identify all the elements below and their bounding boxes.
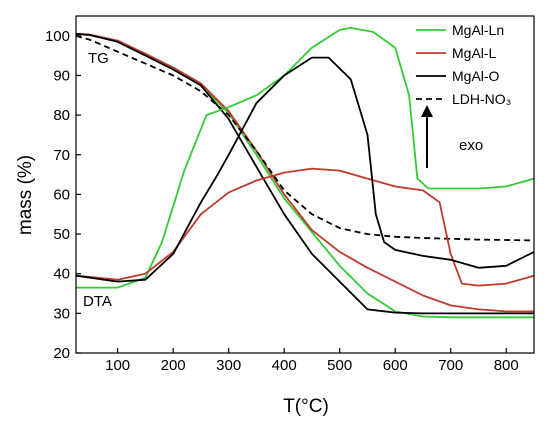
x-tick-label: 700 xyxy=(438,357,463,374)
y-tick-label: 70 xyxy=(53,147,70,164)
x-tick-label: 800 xyxy=(494,357,519,374)
y-tick-label: 20 xyxy=(53,345,70,362)
series-mgal-ln-dta xyxy=(76,26,535,289)
series-ldh-no-tg xyxy=(75,34,535,242)
series-mgal-o-tg xyxy=(75,32,534,315)
x-axis-title: T(°C) xyxy=(283,396,329,417)
legend-label: MgAl-L xyxy=(452,45,497,61)
annotation-exo: exo xyxy=(459,137,483,154)
annotation-tg: TG xyxy=(88,50,109,67)
y-tick-label: 40 xyxy=(53,266,70,283)
plot-frame xyxy=(75,15,535,354)
x-tick-label: 200 xyxy=(161,357,186,374)
x-tick-label: 100 xyxy=(105,357,130,374)
series-layer xyxy=(75,26,535,319)
x-tick-label: 500 xyxy=(327,357,352,374)
series-mgal-l-tg xyxy=(75,32,534,313)
x-tick-label: 600 xyxy=(383,357,408,374)
annotation-layer: TG DTA exo xyxy=(83,50,483,310)
y-tick-label: 60 xyxy=(53,186,70,203)
axis-layer: 100 200 300 400 500 600 700 800 20 30 40 50 60 70 80 90… xyxy=(45,15,535,374)
legend-label: MgAl-Ln xyxy=(452,22,504,38)
y-tick-label: 100 xyxy=(45,28,70,45)
annotation-dta: DTA xyxy=(83,293,112,310)
x-tick-label: 400 xyxy=(272,357,297,374)
y-tick-label: 50 xyxy=(53,226,70,243)
y-axis-title: mass (%) xyxy=(15,155,36,235)
x-tick-label: 300 xyxy=(216,357,241,374)
y-tick-label: 80 xyxy=(53,107,70,124)
legend-label: LDH-NO₃ xyxy=(452,91,511,107)
exo-arrow-head xyxy=(421,105,433,117)
legend-label: MgAl-O xyxy=(452,68,500,84)
y-tick-label: 90 xyxy=(53,67,70,84)
y-tick-label: 30 xyxy=(53,305,70,322)
series-mgal-o-dta xyxy=(75,56,535,283)
series-mgal-l-dta xyxy=(75,167,535,287)
legend: MgAl-Ln MgAl-L MgAl-O LDH-NO₃ xyxy=(416,22,511,107)
